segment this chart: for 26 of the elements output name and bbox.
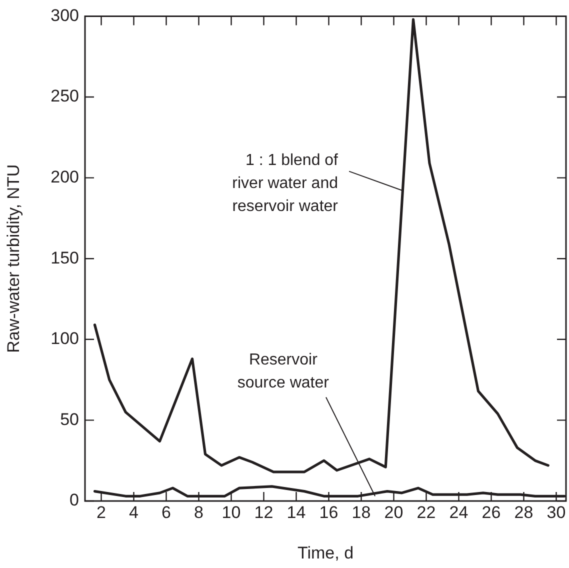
x-tick-label: 20	[384, 502, 404, 522]
x-tick-label: 24	[449, 502, 468, 522]
y-axis-title: Raw-water turbidity, NTU	[4, 164, 23, 353]
y-tick-label: 300	[50, 6, 79, 25]
x-tick-label: 10	[222, 502, 241, 522]
x-tick-label: 2	[96, 502, 106, 522]
y-tick-label: 100	[50, 329, 79, 348]
y-tick-label: 200	[50, 167, 79, 186]
x-axis-title: Time, d	[297, 543, 354, 562]
y-tick-label: 250	[50, 86, 79, 106]
x-tick-label: 12	[254, 502, 274, 522]
y-tick-label: 0	[70, 490, 79, 510]
x-tick-label: 4	[129, 502, 138, 522]
x-tick-label: 30	[546, 502, 566, 522]
x-tick-label: 26	[482, 502, 501, 522]
x-tick-label: 22	[416, 502, 436, 522]
annotation: 1 : 1 blend of river water and reservoir water	[232, 152, 339, 216]
annotation: Reservoir source water	[237, 351, 330, 392]
x-tick-label: 28	[514, 502, 534, 522]
x-tick-label: 14	[286, 502, 306, 522]
x-tick-label: 6	[162, 502, 171, 522]
x-tick-label: 16	[319, 502, 338, 522]
x-tick-label: 8	[194, 502, 204, 522]
y-tick-label: 150	[50, 248, 79, 268]
x-tick-label: 18	[352, 502, 371, 522]
y-tick-label: 50	[60, 410, 79, 429]
